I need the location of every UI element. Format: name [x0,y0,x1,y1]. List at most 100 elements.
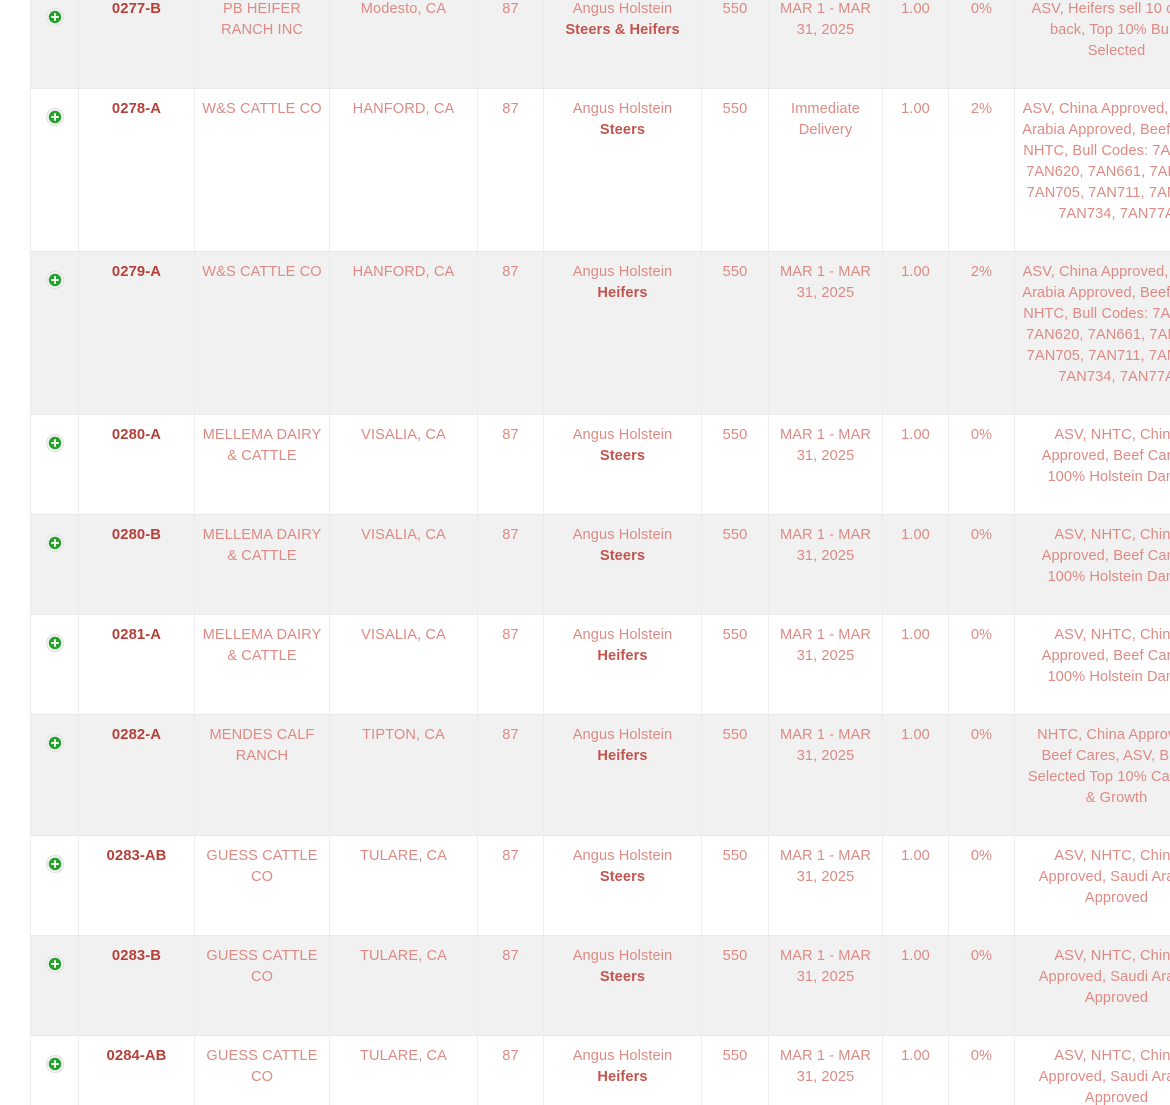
table-row[interactable]: 0277-B PB HEIFER RANCH INC Modesto, CA 87 An… [30,0,1170,89]
expand-row-button[interactable] [37,99,72,126]
delivery-window-cell: MAR 1 - MAR 31, 2025 [768,251,883,415]
sex-label: Heifers [597,648,648,664]
description-cell: ASV, NHTC, China Approved, Beef Cares, 1… [1014,614,1170,715]
plus-circle-icon[interactable] [45,108,64,126]
delivery-window-cell: MAR 1 - MAR 31, 2025 [768,935,883,1036]
plus-circle-icon[interactable] [45,434,64,452]
description-cell: ASV, China Approved, Saudi Arabia Approv… [1014,88,1170,252]
breed-label: Angus Holstein [572,1048,673,1064]
expand-row-button[interactable] [37,846,72,873]
slide-cell: 0% [948,614,1015,715]
expand-row-button[interactable] [37,1046,72,1073]
breed-label: Angus Holstein [572,527,673,543]
expander-cell[interactable] [30,1035,79,1105]
table-row[interactable]: 0284-AB GUESS CATTLE CO TULARE, CA 87 Angus … [30,1035,1170,1105]
expand-row-button[interactable] [37,625,72,652]
table-row[interactable]: 0283-AB GUESS CATTLE CO TULARE, CA 87 Angus … [30,835,1170,936]
expand-row-button[interactable] [37,725,72,752]
breed-cell: Angus Holstein Steers [543,835,702,936]
lot-number-cell[interactable]: 0281-A [78,614,195,715]
table-row[interactable]: 0280-B MELLEMA DAIRY & CATTLE VISALIA, CA 8… [30,514,1170,615]
plus-circle-icon[interactable] [45,271,64,289]
lot-number-cell[interactable]: 0283-B [78,935,195,1036]
expander-cell[interactable] [30,835,79,936]
plus-circle-icon[interactable] [45,634,64,652]
lot-number-cell[interactable]: 0278-A [78,88,195,252]
expand-row-button[interactable] [37,262,72,289]
plus-circle-icon[interactable] [45,855,64,873]
sex-label: Heifers [597,285,648,301]
table-row[interactable]: 0282-A MENDES CALF RANCH TIPTON, CA 87 Angus… [30,714,1170,836]
lot-number-label: 0283-AB [106,848,167,864]
lot-number-label: 0282-A [111,727,162,743]
fee-cell: 1.00 [882,614,949,715]
table-row[interactable]: 0278-A W&S CATTLE CO HANFORD, CA 87 Angus Ho… [30,88,1170,252]
description-cell: NHTC, China Approved, Beef Cares, ASV, B… [1014,714,1170,836]
table-row[interactable]: 0279-A W&S CATTLE CO HANFORD, CA 87 Angus Ho… [30,251,1170,415]
cattle-lot-listing-table: Selected0277-BPB HEIFER RANCH INCModesto… [30,0,1170,1105]
plus-circle-icon[interactable] [45,955,64,973]
fee-cell: 1.00 [882,88,949,252]
fee-cell: 1.00 [882,935,949,1036]
lot-number-cell[interactable]: 0280-A [78,414,195,515]
location-cell: HANFORD, CA [329,88,478,252]
slide-cell: 2% [948,251,1015,415]
breed-cell: Angus Holstein Heifers [543,251,702,415]
table-row[interactable]: 0281-A MELLEMA DAIRY & CATTLE VISALIA, CA 8… [30,614,1170,715]
expander-cell[interactable] [30,0,79,89]
slide-cell: 0% [948,514,1015,615]
expander-cell[interactable] [30,935,79,1036]
quantity-cell: 87 [477,414,544,515]
ranch-name-cell: GUESS CATTLE CO [194,835,330,936]
delivery-window-cell: Immediate Delivery [768,88,883,252]
table-row[interactable]: 0283-B GUESS CATTLE CO TULARE, CA 87 Angus H… [30,935,1170,1036]
sex-label: Steers & Heifers [565,22,680,38]
breed-cell: Angus Holstein Steers [543,88,702,252]
plus-circle-icon[interactable] [45,8,64,26]
sex-label: Steers [599,969,646,985]
weight-cell: 550 [701,935,769,1036]
lot-number-cell[interactable]: 0282-A [78,714,195,836]
slide-cell: 0% [948,414,1015,515]
location-cell: TULARE, CA [329,1035,478,1105]
breed-cell: Angus Holstein Steers & Heifers [543,0,702,89]
expander-cell[interactable] [30,614,79,715]
listing-table-scroll-region[interactable]: Selected0277-BPB HEIFER RANCH INCModesto… [30,0,1170,1105]
fee-cell: 1.00 [882,514,949,615]
lot-number-label: 0280-A [111,427,162,443]
location-cell: Modesto, CA [329,0,478,89]
weight-cell: 550 [701,414,769,515]
expand-row-button[interactable] [37,946,72,973]
quantity-cell: 87 [477,935,544,1036]
expander-cell[interactable] [30,251,79,415]
table-row[interactable]: 0280-A MELLEMA DAIRY & CATTLE VISALIA, CA 8… [30,414,1170,515]
lot-number-cell[interactable]: 0277-B [78,0,195,89]
expand-row-button[interactable] [37,425,72,452]
weight-cell: 550 [701,614,769,715]
weight-cell: 550 [701,0,769,89]
lot-number-cell[interactable]: 0283-AB [78,835,195,936]
plus-circle-icon[interactable] [45,534,64,552]
lot-number-cell[interactable]: 0279-A [78,251,195,415]
expander-cell[interactable] [30,714,79,836]
lot-number-label: 0283-B [111,948,162,964]
lot-number-cell[interactable]: 0280-B [78,514,195,615]
lot-number-label: 0279-A [111,264,162,280]
expander-cell[interactable] [30,88,79,252]
plus-circle-icon[interactable] [45,734,64,752]
ranch-name-cell: PB HEIFER RANCH INC [194,0,330,89]
delivery-window-cell: MAR 1 - MAR 31, 2025 [768,1035,883,1105]
breed-cell: Angus Holstein Heifers [543,614,702,715]
breed-cell: Angus Holstein Steers [543,514,702,615]
expand-row-button[interactable] [37,525,72,552]
expand-row-button[interactable] [37,0,72,26]
plus-circle-icon[interactable] [45,1055,64,1073]
breed-cell: Angus Holstein Heifers [543,1035,702,1105]
ranch-name-cell: MELLEMA DAIRY & CATTLE [194,414,330,515]
expander-cell[interactable] [30,414,79,515]
delivery-window-cell: MAR 1 - MAR 31, 2025 [768,835,883,936]
lot-number-cell[interactable]: 0284-AB [78,1035,195,1105]
expander-cell[interactable] [30,514,79,615]
ranch-name-cell: MELLEMA DAIRY & CATTLE [194,614,330,715]
